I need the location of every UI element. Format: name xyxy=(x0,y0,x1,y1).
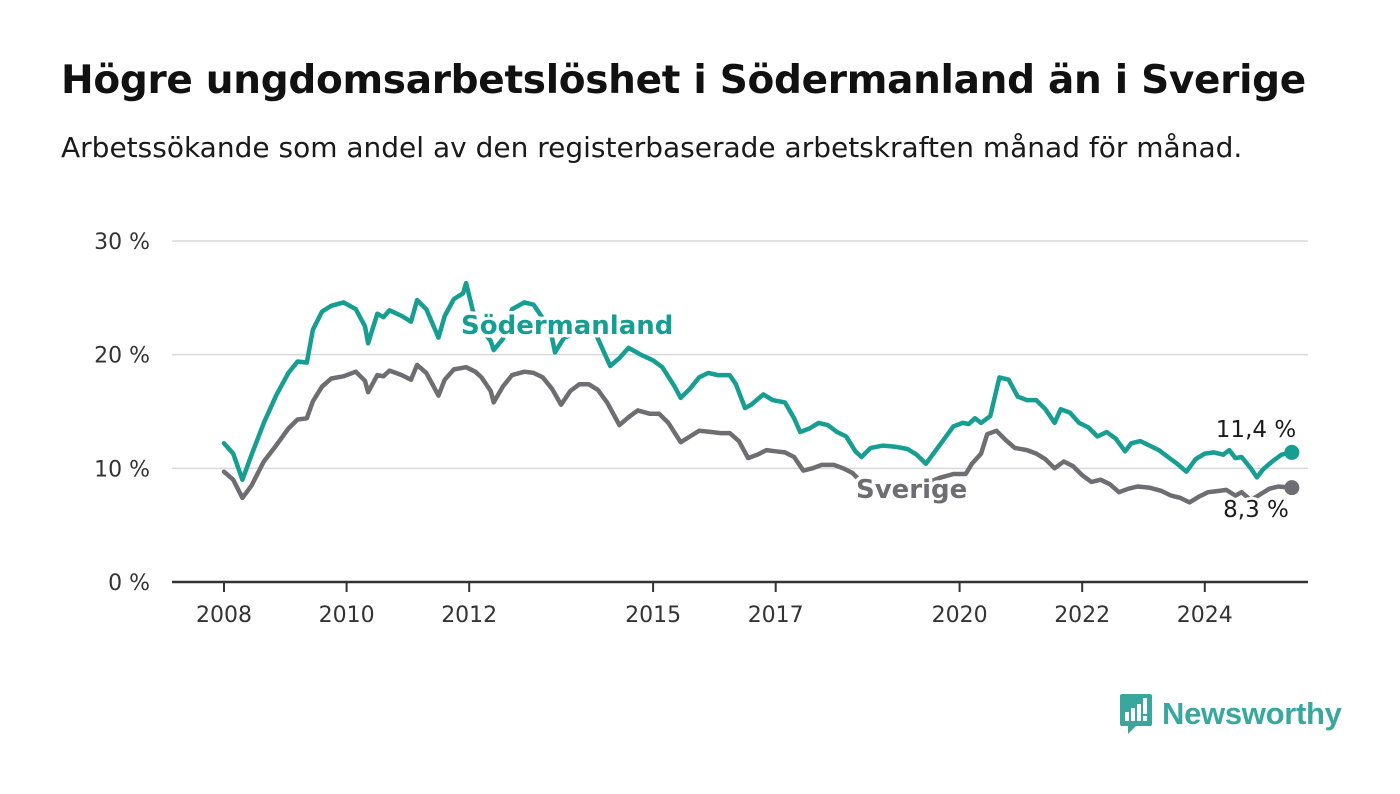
x-tick-label: 2017 xyxy=(748,603,804,628)
chart-title: Högre ungdomsarbetslöshet i Södermanland… xyxy=(61,58,1306,103)
y-tick-label: 20 % xyxy=(94,344,150,369)
x-tick-label: 2020 xyxy=(932,603,988,628)
gridlines xyxy=(172,240,1308,584)
x-tick-label: 2010 xyxy=(319,603,375,628)
end-point xyxy=(1284,480,1300,496)
x-axis: 2008 2010 2012 2015 2017 2020 2022 2024 xyxy=(196,582,1233,628)
newsworthy-logo: Newsworthy xyxy=(1118,692,1342,736)
x-tick-label: 2022 xyxy=(1054,603,1110,628)
x-tick-label: 2008 xyxy=(196,603,252,628)
series-line-sverige xyxy=(221,362,1295,505)
x-tick-label: 2024 xyxy=(1177,603,1233,628)
y-tick-label: 10 % xyxy=(94,457,150,482)
y-tick-label: 0 % xyxy=(108,571,150,596)
end-value-label: 8,3 % xyxy=(1223,497,1289,523)
end-value-label: 11,4 % xyxy=(1216,417,1296,443)
y-axis: 0 % 10 % 20 % 30 % xyxy=(94,230,150,596)
chart-subtitle: Arbetssökande som andel av den registerb… xyxy=(61,131,1243,164)
series-label: Södermanland xyxy=(461,311,673,341)
y-tick-label: 30 % xyxy=(94,230,150,255)
end-point xyxy=(1284,444,1300,460)
newsworthy-logo-icon xyxy=(1120,694,1152,734)
series-line-sodermanland xyxy=(221,280,1295,482)
brand-name: Newsworthy xyxy=(1162,696,1342,731)
x-tick-label: 2012 xyxy=(441,603,497,628)
x-tick-label: 2015 xyxy=(625,603,681,628)
series-label: Sverige xyxy=(856,475,967,505)
series-lines xyxy=(221,280,1300,505)
series-labels: Södermanland Sverige 11,4 % 8,3 % xyxy=(458,308,1300,527)
line-chart: 0 % 10 % 20 % 30 % 2008 2010 2012 2015 2017 2020… xyxy=(94,230,1308,628)
